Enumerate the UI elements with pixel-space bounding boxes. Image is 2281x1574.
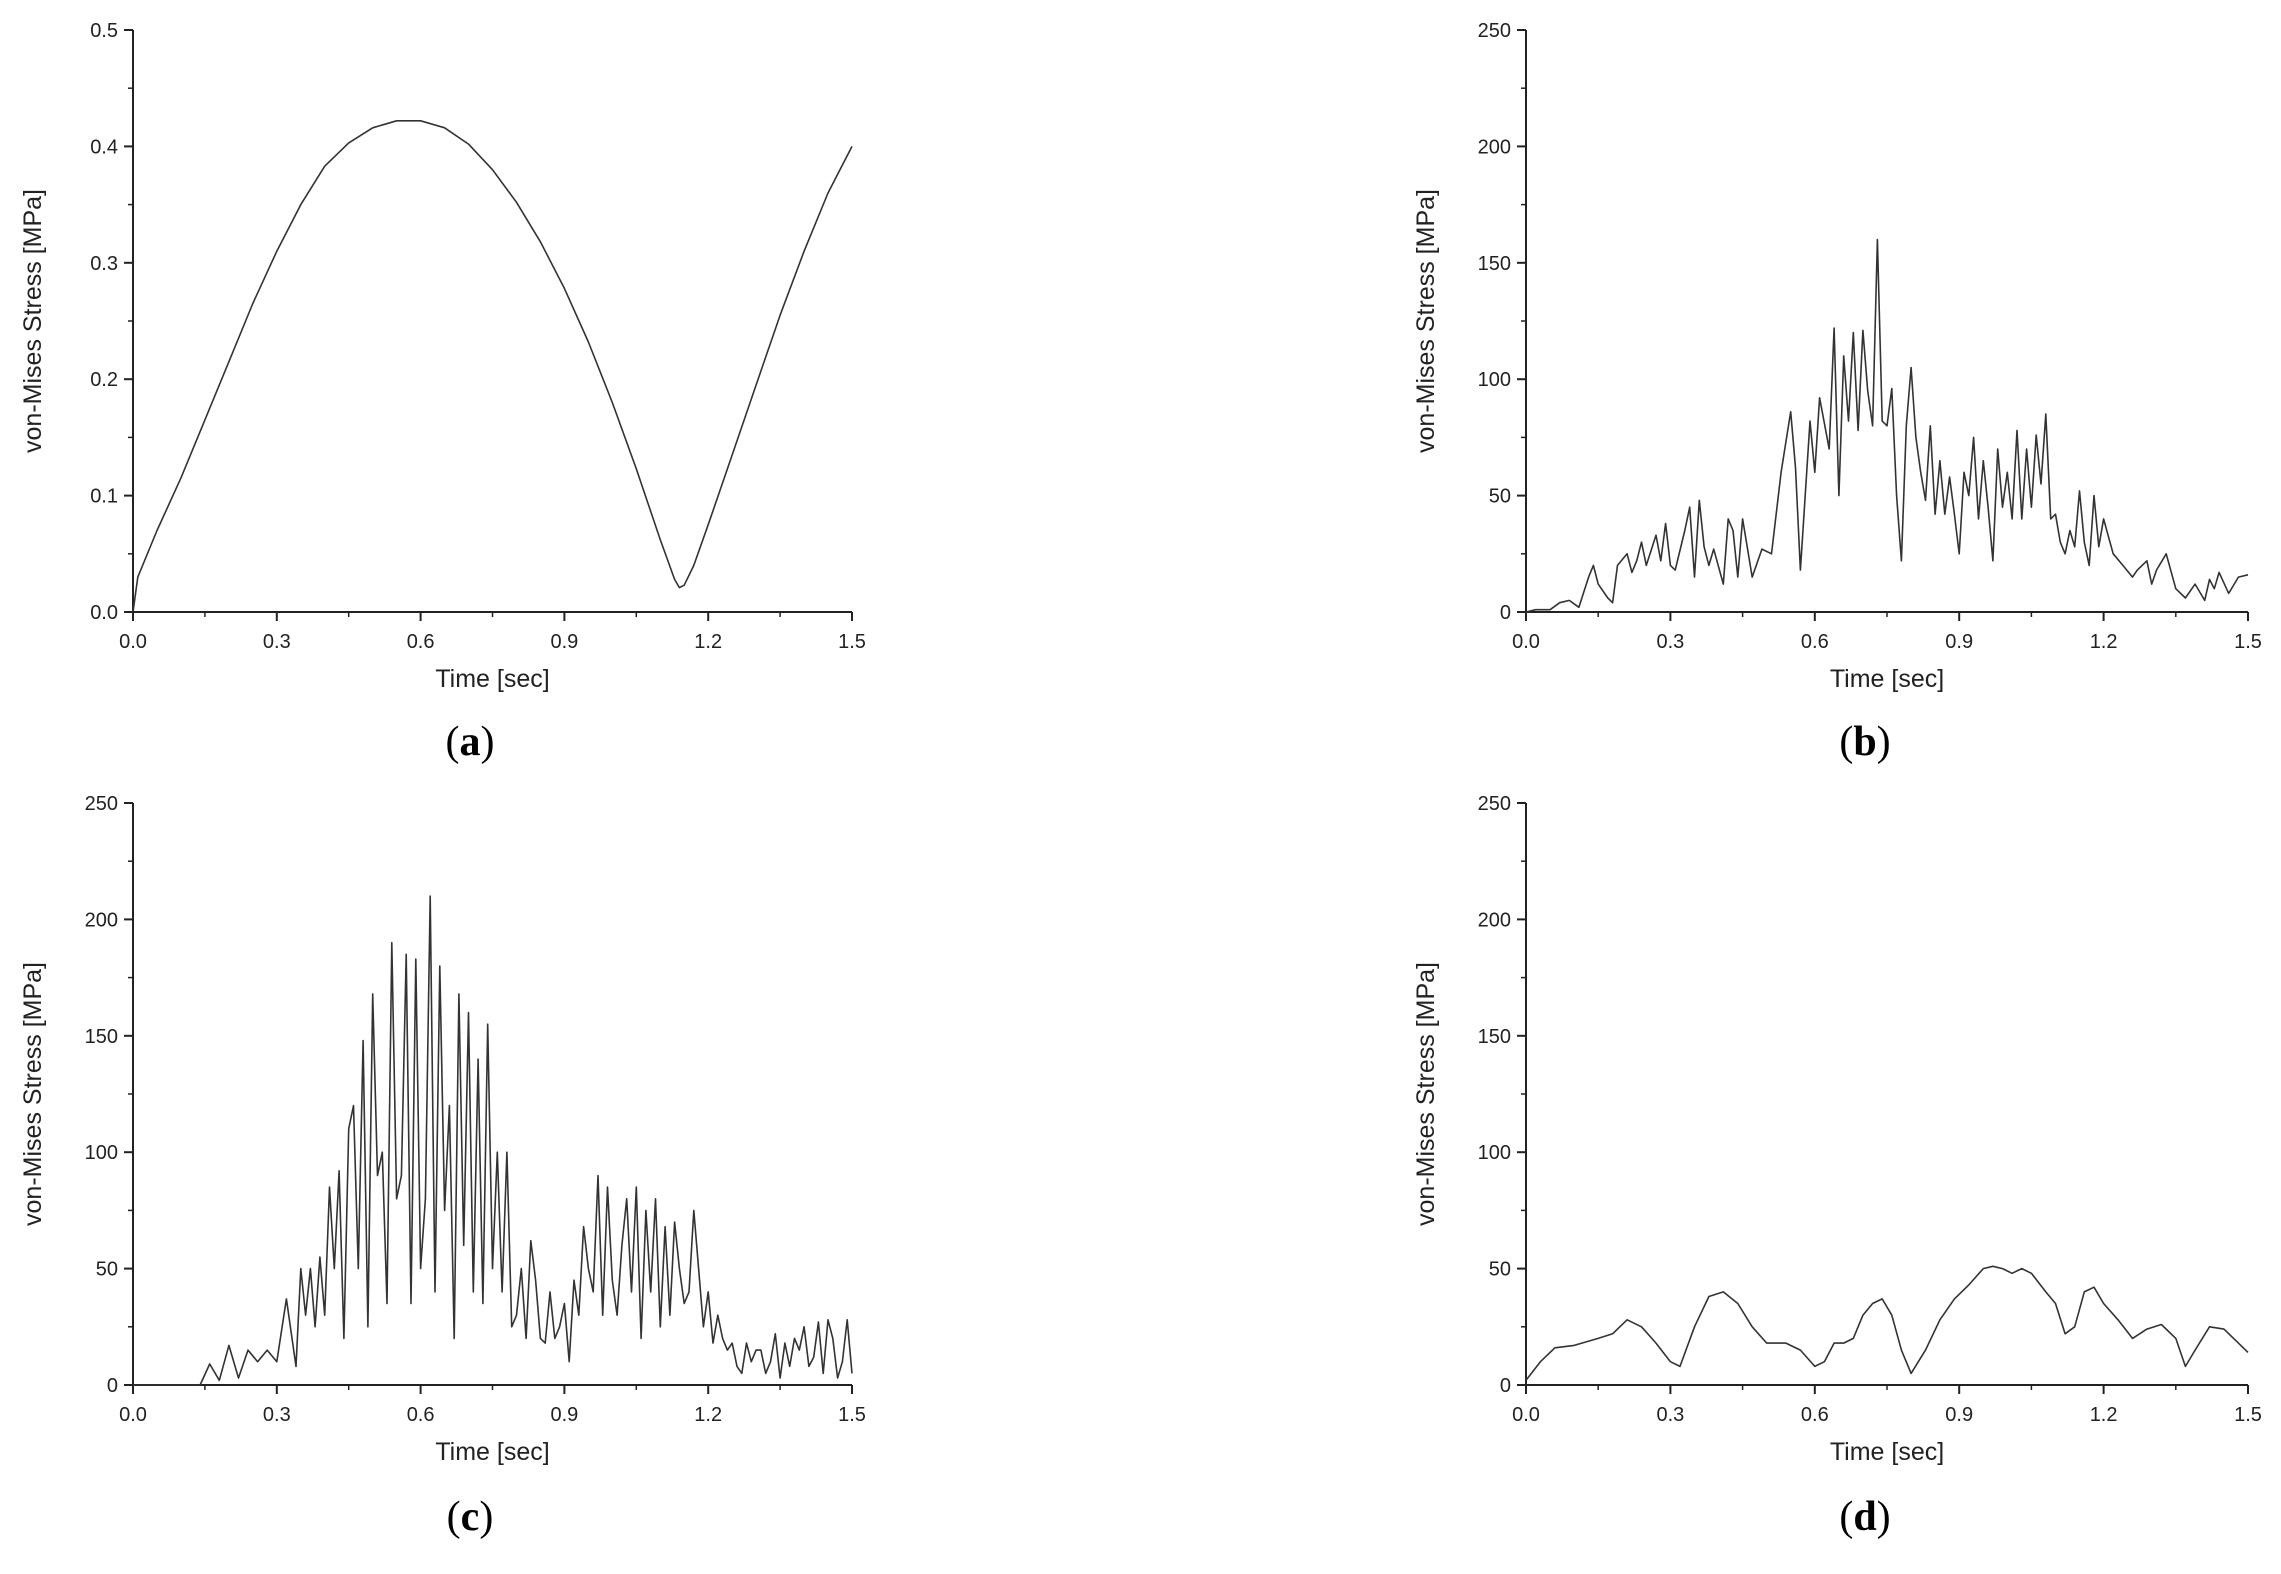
panel-caption: (d) [1839,1494,1890,1540]
x-tick-label: 1.2 [694,1404,722,1426]
x-tick-label: 0.0 [119,631,147,653]
y-tick-label: 50 [1489,1259,1511,1281]
y-tick-label: 100 [1478,1142,1511,1164]
x-tick-label: 0.9 [1945,631,1973,653]
y-tick-label: 0 [1500,602,1511,624]
x-tick-label: 0.9 [550,631,578,653]
y-tick-label: 0.5 [90,20,118,42]
y-axis-label: von-Mises Stress [MPa] [19,189,47,453]
x-tick-label: 0.6 [1801,631,1829,653]
x-tick-label: 0.9 [1945,1404,1973,1426]
x-tick-label: 0.9 [550,1404,578,1426]
x-axis-label: Time [sec] [1830,665,1944,693]
y-axis-label: von-Mises Stress [MPa] [1412,189,1440,453]
y-tick-label: 0.4 [90,136,118,158]
y-tick-label: 250 [1478,20,1511,42]
y-tick-label: 200 [1478,909,1511,931]
y-tick-label: 100 [1478,369,1511,391]
x-axis-label: Time [sec] [1830,1438,1944,1466]
y-tick-label: 250 [1478,793,1511,815]
panel-caption: (c) [447,1494,494,1540]
x-tick-label: 1.2 [2090,631,2118,653]
x-tick-label: 0.6 [407,1404,435,1426]
x-tick-label: 1.5 [2234,1404,2262,1426]
y-tick-label: 0.1 [90,486,118,508]
y-axis-label: von-Mises Stress [MPa] [1412,962,1440,1226]
x-tick-label: 0.3 [263,631,291,653]
y-tick-label: 150 [1478,253,1511,275]
y-tick-label: 50 [1489,486,1511,508]
x-tick-label: 1.5 [2234,631,2262,653]
x-tick-label: 0.0 [119,1404,147,1426]
panel-c: 0.0 0.3 0.6 0.9 1.2 1.5 0 50 100 150 200 250 Time [s… [19,793,866,1540]
x-tick-label: 1.5 [838,1404,866,1426]
y-tick-label: 200 [1478,136,1511,158]
y-tick-label: 0 [1500,1375,1511,1397]
y-tick-label: 150 [85,1026,118,1048]
y-tick-label: 50 [96,1259,118,1281]
x-tick-label: 1.5 [838,631,866,653]
x-tick-label: 0.3 [1656,631,1684,653]
y-tick-label: 100 [85,1142,118,1164]
x-axis-label: Time [sec] [435,665,549,693]
panel-a: 0.0 0.3 0.6 0.9 1.2 1.5 0.0 0.1 0.2 0.3 0.4 0.5 Time… [19,20,866,765]
series-line [133,895,853,1386]
x-tick-label: 0.3 [263,1404,291,1426]
panel-b: 0.0 0.3 0.6 0.9 1.2 1.5 0 50 100 150 200 250 Time [s… [1412,20,2262,765]
x-tick-label: 0.6 [407,631,435,653]
y-tick-label: 250 [85,793,118,815]
series-line [1525,1265,2249,1381]
panel-d: 0.0 0.3 0.6 0.9 1.2 1.5 0 50 100 150 200 250 Time [s… [1412,793,2262,1540]
x-tick-label: 1.2 [694,631,722,653]
x-tick-label: 1.2 [2090,1404,2118,1426]
y-tick-label: 200 [85,909,118,931]
x-tick-label: 0.0 [1512,1404,1540,1426]
y-tick-label: 0.0 [90,602,118,624]
series-line [1525,238,2249,613]
y-tick-label: 0.3 [90,253,118,275]
x-tick-label: 0.6 [1801,1404,1829,1426]
y-tick-label: 150 [1478,1026,1511,1048]
x-tick-label: 0.0 [1512,631,1540,653]
panel-caption: (a) [446,719,495,765]
series-line [132,120,853,613]
x-tick-label: 0.3 [1656,1404,1684,1426]
y-tick-label: 0 [107,1375,118,1397]
panel-caption: (b) [1839,719,1890,765]
x-axis-label: Time [sec] [435,1438,549,1466]
y-axis-label: von-Mises Stress [MPa] [19,962,47,1226]
y-tick-label: 0.2 [90,369,118,391]
